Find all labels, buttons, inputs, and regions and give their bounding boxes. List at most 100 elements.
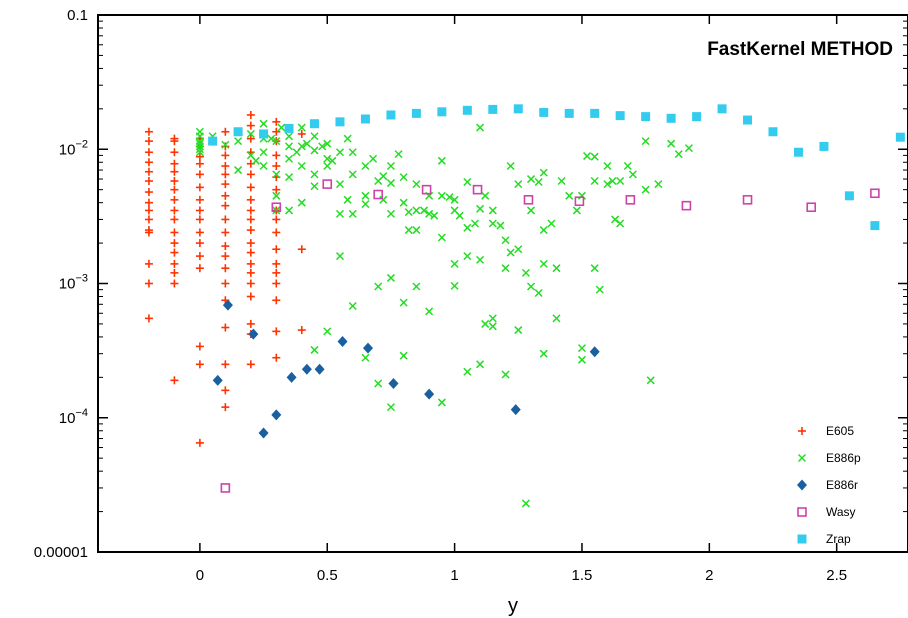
x-tick-label: 2	[705, 567, 713, 584]
data-point	[462, 105, 472, 115]
data-point	[412, 206, 421, 215]
data-point	[310, 119, 320, 129]
data-point	[501, 236, 510, 245]
data-point	[369, 154, 378, 163]
data-point	[337, 335, 348, 347]
data-point	[386, 209, 395, 218]
data-point	[577, 355, 586, 364]
x-axis: 0 0.5 1 1.5 2 2.5	[196, 15, 847, 584]
data-point	[539, 168, 548, 177]
data-point	[272, 259, 281, 268]
data-point	[170, 137, 179, 146]
data-point	[379, 172, 388, 181]
data-point	[272, 268, 281, 277]
data-point	[564, 108, 574, 118]
data-point	[195, 342, 204, 351]
data-point	[144, 127, 153, 136]
data-point	[577, 191, 586, 200]
data-point	[272, 228, 281, 237]
data-point	[806, 202, 817, 213]
data-point	[608, 176, 617, 186]
data-point	[246, 226, 255, 235]
data-point	[170, 177, 179, 186]
data-point	[170, 167, 179, 176]
data-point	[297, 245, 306, 254]
data-point	[641, 112, 651, 122]
data-point	[412, 226, 421, 235]
data-point	[144, 279, 153, 288]
data-point	[246, 248, 255, 257]
data-point	[246, 110, 255, 119]
data-point	[646, 376, 655, 385]
legend-label: E605	[826, 424, 854, 438]
data-point	[246, 134, 255, 143]
data-point	[259, 129, 269, 139]
data-point	[195, 438, 204, 447]
data-point	[246, 121, 255, 130]
data-point	[318, 142, 327, 151]
data-point	[272, 185, 281, 194]
data-point	[361, 191, 370, 200]
x-tick-label: 1	[450, 567, 458, 584]
data-point	[310, 132, 319, 141]
data-point	[361, 161, 370, 171]
data-point	[144, 167, 153, 176]
data-point	[170, 248, 179, 257]
data-point	[170, 268, 179, 277]
data-point	[272, 327, 281, 336]
data-point	[539, 259, 548, 268]
y-tick-label: 0.1	[67, 7, 88, 24]
data-point	[267, 134, 276, 143]
data-point	[221, 386, 230, 395]
data-point	[513, 104, 523, 114]
data-point	[246, 279, 255, 288]
data-point	[870, 221, 880, 231]
data-point	[246, 129, 255, 138]
data-point	[221, 151, 230, 160]
data-point	[246, 268, 255, 277]
data-point	[221, 191, 230, 200]
data-point	[496, 221, 505, 230]
data-point	[170, 215, 179, 224]
data-point	[625, 195, 636, 205]
data-point	[388, 377, 399, 389]
data-point	[430, 211, 439, 220]
data-point	[547, 219, 556, 228]
x-tick-label: 0	[196, 567, 204, 584]
data-point	[510, 404, 521, 416]
data-point	[463, 367, 472, 376]
data-point	[481, 319, 490, 328]
data-point	[526, 175, 536, 184]
data-point	[425, 209, 434, 218]
data-point	[455, 211, 464, 220]
data-point	[195, 264, 204, 273]
data-point	[258, 427, 269, 439]
data-point	[221, 279, 230, 288]
series-wasy	[220, 179, 880, 493]
series-e605	[144, 110, 306, 447]
data-point	[463, 252, 472, 261]
data-point	[246, 319, 255, 328]
data-point	[476, 204, 485, 213]
data-point	[641, 185, 650, 194]
data-point	[221, 403, 230, 412]
data-point	[590, 108, 600, 118]
data-point	[589, 346, 600, 358]
data-points	[144, 104, 905, 508]
data-point	[590, 152, 599, 161]
data-point	[246, 183, 255, 192]
data-point	[623, 161, 632, 171]
data-point	[246, 259, 255, 268]
data-point	[488, 104, 498, 114]
data-point	[463, 177, 472, 187]
data-point	[195, 142, 204, 151]
x-tick-label: 0.5	[317, 567, 338, 584]
data-point	[421, 184, 432, 195]
chart-title: FastKernel METHOD	[707, 39, 893, 60]
data-point	[272, 215, 281, 224]
data-point	[286, 371, 297, 383]
legend-label: Zrap	[826, 532, 851, 546]
data-point	[323, 154, 332, 163]
data-point	[501, 264, 510, 273]
data-point	[233, 127, 243, 137]
